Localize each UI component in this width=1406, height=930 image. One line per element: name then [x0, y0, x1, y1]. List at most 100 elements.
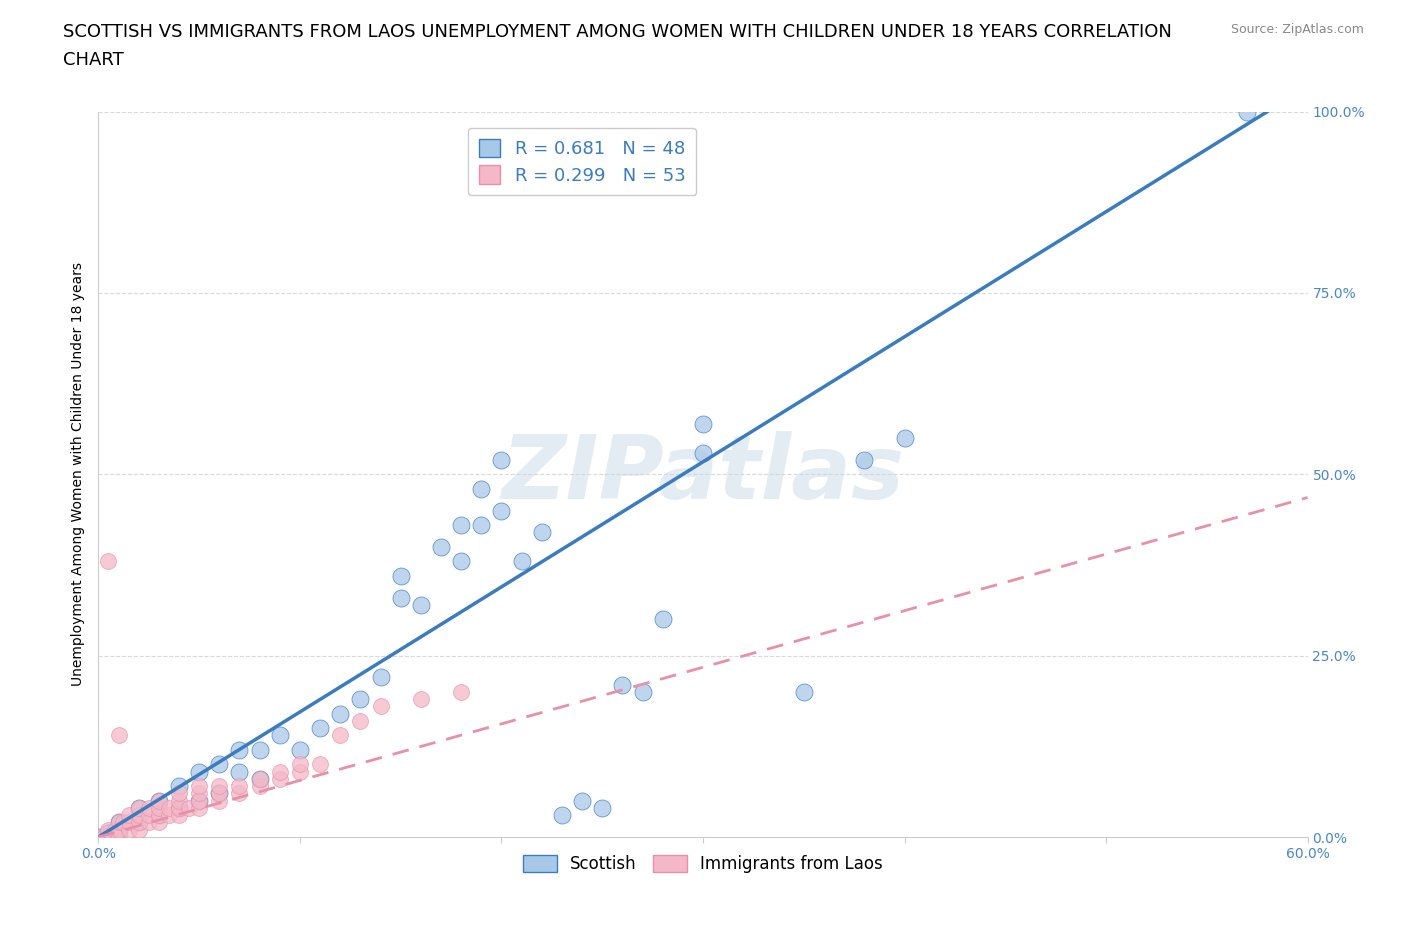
Point	[118, 808, 141, 823]
Point	[450, 518, 472, 533]
Point	[188, 793, 211, 808]
Point	[893, 431, 915, 445]
Point	[249, 772, 271, 787]
Point	[188, 778, 211, 793]
Point	[118, 815, 141, 830]
Point	[349, 692, 371, 707]
Point	[107, 815, 129, 830]
Point	[288, 757, 311, 772]
Point	[470, 518, 492, 533]
Point	[148, 815, 170, 830]
Point	[409, 597, 432, 612]
Point	[167, 786, 190, 801]
Point	[228, 786, 250, 801]
Point	[269, 728, 291, 743]
Point	[349, 713, 371, 728]
Point	[107, 830, 129, 844]
Text: SCOTTISH VS IMMIGRANTS FROM LAOS UNEMPLOYMENT AMONG WOMEN WITH CHILDREN UNDER 18: SCOTTISH VS IMMIGRANTS FROM LAOS UNEMPLO…	[63, 23, 1173, 41]
Point	[157, 808, 180, 823]
Point	[103, 822, 125, 837]
Point	[370, 699, 392, 714]
Point	[208, 786, 231, 801]
Text: ZIPatlas: ZIPatlas	[502, 431, 904, 518]
Point	[309, 757, 332, 772]
Point	[288, 742, 311, 757]
Text: Source: ZipAtlas.com: Source: ZipAtlas.com	[1230, 23, 1364, 36]
Point	[612, 677, 634, 692]
Point	[97, 826, 120, 841]
Point	[179, 801, 201, 816]
Point	[269, 764, 291, 779]
Point	[107, 728, 129, 743]
Point	[97, 830, 120, 844]
Point	[1236, 104, 1258, 119]
Point	[167, 801, 190, 816]
Point	[329, 706, 352, 721]
Point	[107, 822, 129, 837]
Point	[118, 822, 141, 837]
Point	[208, 778, 231, 793]
Point	[111, 815, 134, 830]
Point	[249, 778, 271, 793]
Point	[148, 808, 170, 823]
Point	[138, 815, 160, 830]
Point	[389, 591, 412, 605]
Point	[530, 525, 553, 539]
Point	[97, 554, 120, 569]
Point	[309, 721, 332, 736]
Point	[107, 815, 129, 830]
Point	[692, 416, 714, 431]
Point	[389, 568, 412, 583]
Point	[208, 793, 231, 808]
Point	[571, 793, 593, 808]
Point	[692, 445, 714, 460]
Point	[269, 772, 291, 787]
Point	[93, 830, 115, 844]
Point	[329, 728, 352, 743]
Point	[450, 684, 472, 699]
Point	[249, 742, 271, 757]
Point	[188, 786, 211, 801]
Point	[128, 815, 150, 830]
Point	[591, 801, 613, 816]
Point	[208, 757, 231, 772]
Point	[167, 793, 190, 808]
Point	[188, 764, 211, 779]
Point	[651, 612, 673, 627]
Point	[128, 801, 150, 816]
Point	[409, 692, 432, 707]
Point	[138, 808, 160, 823]
Text: CHART: CHART	[63, 51, 124, 69]
Point	[551, 808, 574, 823]
Point	[793, 684, 815, 699]
Point	[128, 801, 150, 816]
Point	[87, 830, 110, 844]
Point	[249, 772, 271, 787]
Point	[288, 764, 311, 779]
Point	[491, 452, 513, 467]
Point	[430, 539, 453, 554]
Point	[228, 742, 250, 757]
Point	[510, 554, 533, 569]
Point	[167, 801, 190, 816]
Point	[228, 778, 250, 793]
Point	[148, 793, 170, 808]
Point	[167, 808, 190, 823]
Point	[228, 764, 250, 779]
Point	[128, 808, 150, 823]
Point	[167, 778, 190, 793]
Point	[87, 830, 110, 844]
Point	[370, 670, 392, 684]
Point	[450, 554, 472, 569]
Point	[148, 801, 170, 816]
Point	[148, 808, 170, 823]
Point	[208, 786, 231, 801]
Point	[188, 801, 211, 816]
Point	[97, 822, 120, 837]
Point	[470, 482, 492, 497]
Point	[157, 801, 180, 816]
Legend: Scottish, Immigrants from Laos: Scottish, Immigrants from Laos	[516, 848, 890, 880]
Point	[128, 822, 150, 837]
Point	[491, 503, 513, 518]
Point	[853, 452, 876, 467]
